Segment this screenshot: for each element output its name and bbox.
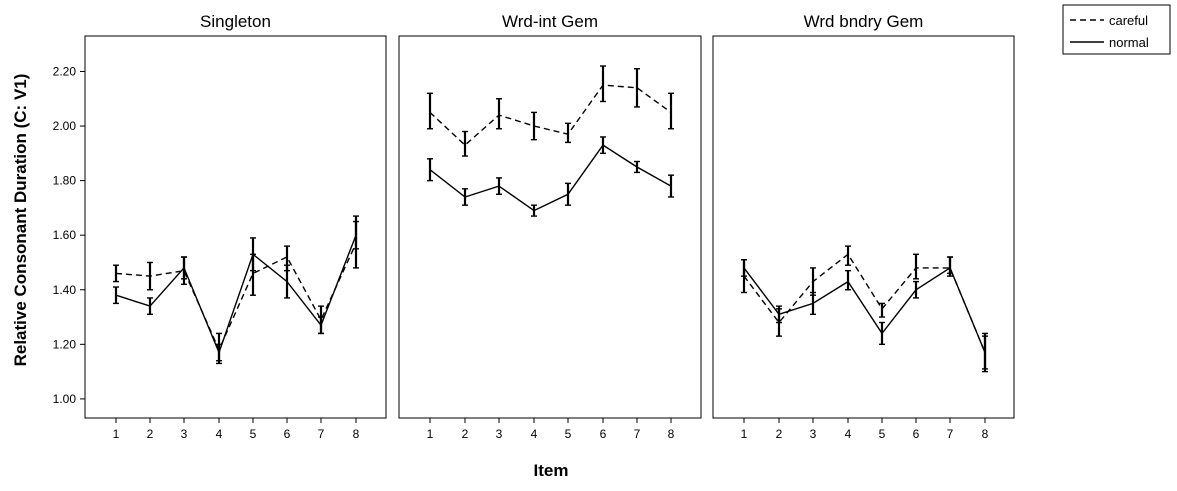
error-bar-normal [668,174,674,198]
panel-frame [398,35,702,419]
legend-box [1062,4,1171,55]
error-bar-normal [181,256,187,280]
legend-label-careful: careful [1109,13,1148,28]
error-bar-normal [353,220,359,250]
panel-title: Wrd bndry Gem [804,12,924,31]
error-bar-normal [845,269,851,291]
error-bar-careful [496,98,502,130]
x-tick-label: 8 [668,427,675,441]
error-bar-normal [913,280,919,299]
error-bar-careful [845,245,851,266]
x-tick-label: 1 [741,427,748,441]
error-bar-careful [634,68,640,108]
error-bar-normal [810,291,816,316]
x-tick-label: 8 [982,427,989,441]
x-tick-label: 2 [147,427,154,441]
error-bar-normal [216,343,222,362]
error-bar-normal [947,256,953,275]
error-bar-normal [776,305,782,324]
error-bar-careful [668,92,674,130]
error-bar-careful [913,253,919,280]
y-tick-label: 1.00 [53,392,77,406]
series-line-careful [429,84,672,147]
error-bar-normal [634,160,640,174]
x-tick-label: 5 [879,427,886,441]
error-bar-normal [982,335,988,370]
y-axis-title: Relative Consonant Duration (C: V1) [11,74,30,367]
panel-title: Wrd-int Gem [502,12,598,31]
x-tick-label: 4 [845,427,852,441]
legend-label-normal: normal [1109,35,1149,50]
x-tick-label: 6 [284,427,291,441]
error-bar-careful [600,65,606,103]
error-bar-careful [147,261,153,291]
error-bar-normal [600,136,606,155]
series-line-normal [115,234,357,355]
panel-2: Wrd-int Gem 1 2 3 4 5 6 7 8 [398,12,702,441]
error-bar-normal [284,264,290,299]
y-tick-label: 1.60 [53,228,77,242]
x-tick-label: 3 [496,427,503,441]
x-tick-label: 4 [216,427,223,441]
series-line-careful [743,253,986,353]
error-bar-normal [462,188,468,206]
x-tick-label: 7 [634,427,641,441]
x-tick-label: 4 [531,427,538,441]
x-tick-label: 5 [250,427,257,441]
series-line-normal [743,266,986,353]
panel-title: Singleton [200,12,271,31]
x-tick-label: 6 [913,427,920,441]
error-bar-careful [427,92,433,130]
series-line-normal [429,144,672,212]
error-bar-normal [565,182,571,206]
error-bar-normal [113,286,119,305]
panel-frame [84,35,387,419]
error-bar-careful [565,122,571,144]
x-axis-title: Item [534,461,569,480]
x-tick-label: 6 [600,427,607,441]
panel-1: Singleton 1 2 3 4 5 6 7 8 [84,12,387,441]
error-bar-normal [318,316,324,335]
x-tick-label: 8 [353,427,360,441]
error-bar-normal [147,297,153,316]
legend: careful normal [1062,4,1171,55]
y-axis: 1.00 1.20 1.40 1.60 1.80 2.00 2.20 [53,64,85,406]
y-tick-label: 1.20 [53,337,77,351]
y-tick-label: 2.00 [53,119,77,133]
error-bar-careful [462,130,468,157]
x-tick-label: 1 [427,427,434,441]
y-tick-label: 2.20 [53,64,77,78]
error-bar-careful [879,302,885,318]
x-tick-label: 7 [947,427,954,441]
y-tick-label: 1.80 [53,174,77,188]
panel-3: Wrd bndry Gem 1 2 3 4 5 6 7 8 [712,12,1015,441]
x-tick-label: 2 [462,427,469,441]
x-tick-label: 2 [776,427,783,441]
error-bar-careful [531,111,537,141]
y-tick-label: 1.40 [53,283,77,297]
x-tick-label: 5 [565,427,572,441]
series-line-careful [115,243,357,352]
x-tick-label: 7 [318,427,325,441]
error-bar-normal [250,237,256,272]
error-bar-normal [496,177,502,195]
x-tick-label: 1 [113,427,120,441]
error-bar-normal [741,259,747,277]
error-bar-normal [427,158,433,182]
error-bar-normal [531,204,537,217]
error-bar-careful [113,264,119,283]
error-bar-normal [879,321,885,346]
x-tick-label: 3 [810,427,817,441]
x-tick-label: 3 [181,427,188,441]
panel-frame [712,35,1015,419]
